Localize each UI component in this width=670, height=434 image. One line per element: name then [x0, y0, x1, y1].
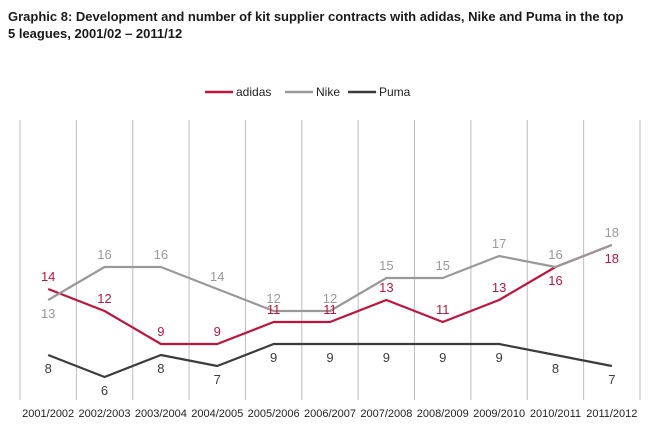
- series-line-puma: [47, 342, 613, 379]
- data-label-nike: 15: [435, 258, 449, 273]
- data-label-adidas: 11: [436, 302, 450, 317]
- data-label-nike: 14: [210, 269, 224, 284]
- x-tick-label: 2006/2007: [304, 408, 356, 420]
- data-label-adidas: 9: [157, 324, 164, 339]
- data-label-nike: 13: [41, 306, 55, 321]
- x-tick-label: 2002/2003: [79, 408, 131, 420]
- x-axis-tick-labels: 2001/2002 2002/2003 2003/2004 2004/2005 2005…: [22, 408, 637, 420]
- data-label-adidas: 14: [41, 269, 55, 284]
- data-label-adidas: 12: [97, 291, 111, 306]
- x-tick-label: 2005/2006: [248, 408, 300, 420]
- series-line-adidas: [47, 243, 613, 346]
- data-label-adidas: 13: [379, 280, 393, 295]
- x-tick-label: 2003/2004: [135, 408, 187, 420]
- x-tick-label: 2001/2002: [22, 408, 74, 420]
- data-label-puma: 8: [45, 361, 52, 376]
- data-label-puma: 8: [157, 361, 164, 376]
- legend-label: Nike: [316, 85, 340, 99]
- data-label-nike: 12: [266, 291, 280, 306]
- legend-label: Puma: [379, 85, 411, 99]
- data-label-puma: 9: [495, 350, 502, 365]
- x-tick-label: 2011/2012: [586, 408, 637, 420]
- legend: adidas Nike Puma: [205, 85, 411, 99]
- data-label-adidas: 11: [323, 302, 337, 317]
- legend-label: adidas: [236, 85, 271, 99]
- data-label-nike: 15: [379, 258, 393, 273]
- series-line-nike: [47, 243, 613, 313]
- data-label-puma: 8: [552, 361, 559, 376]
- vertical-gridlines: [19, 120, 641, 400]
- x-tick-label: 2010/2011: [530, 408, 581, 420]
- data-label-nike: 16: [97, 247, 111, 262]
- x-tick-label: 2007/2008: [360, 408, 412, 420]
- data-labels: 1413816126169814971211912119151391511917…: [41, 225, 619, 398]
- data-label-adidas: 18: [605, 251, 619, 266]
- x-tick-label: 2009/2010: [473, 408, 525, 420]
- data-label-nike: 18: [605, 225, 619, 240]
- data-label-nike: 17: [492, 236, 506, 251]
- data-label-puma: 7: [214, 372, 221, 387]
- series-lines: [47, 243, 613, 379]
- data-label-nike: 12: [323, 291, 337, 306]
- data-label-puma: 9: [439, 350, 446, 365]
- data-label-nike: 16: [154, 247, 168, 262]
- data-label-puma: 7: [608, 372, 615, 387]
- data-label-puma: 6: [101, 383, 108, 398]
- data-label-puma: 9: [326, 350, 333, 365]
- chart-title: Graphic 8: Development and number of kit…: [8, 9, 624, 41]
- x-tick-label: 2008/2009: [417, 408, 469, 420]
- data-label-nike: 16: [548, 247, 562, 262]
- data-label-puma: 9: [383, 350, 390, 365]
- x-tick-label: 2004/2005: [191, 408, 243, 420]
- data-label-adidas: 16: [548, 273, 562, 288]
- data-label-adidas: 11: [267, 302, 281, 317]
- data-label-puma: 9: [270, 350, 277, 365]
- data-label-adidas: 13: [492, 280, 506, 295]
- data-label-adidas: 9: [214, 324, 221, 339]
